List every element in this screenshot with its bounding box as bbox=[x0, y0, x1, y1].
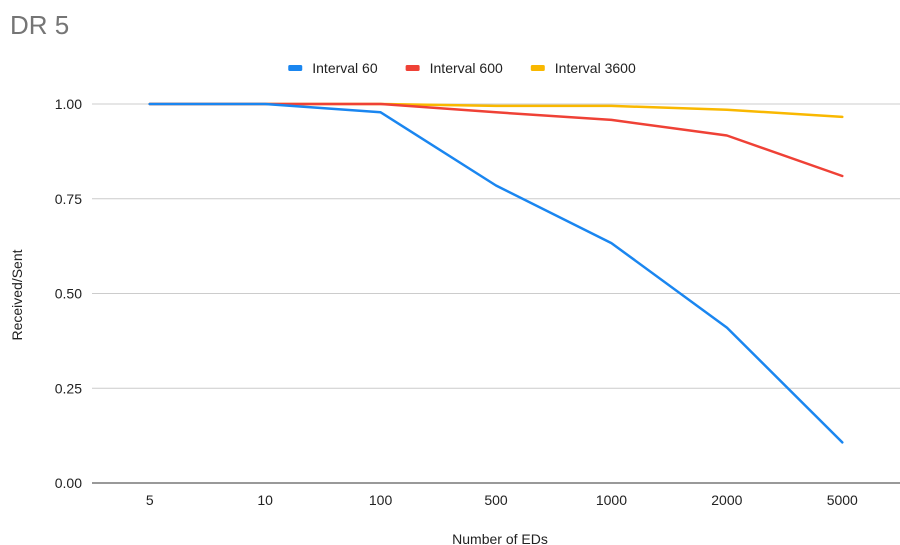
axes: 0.00 0.25 0.50 0.75 1.00 5 10 100 500 1000 2000 500… bbox=[55, 96, 900, 508]
x-axis-title: Number of EDs bbox=[452, 531, 548, 545]
y-tick-label: 1.00 bbox=[55, 96, 82, 112]
legend-swatch bbox=[530, 65, 545, 71]
legend-item: Interval 60 bbox=[288, 60, 378, 76]
legend-label: Interval 3600 bbox=[555, 60, 636, 76]
legend-item: Interval 600 bbox=[405, 60, 503, 76]
y-tick-label: 0.50 bbox=[55, 286, 82, 302]
series-line-0 bbox=[148, 102, 844, 444]
x-tick-label: 100 bbox=[369, 492, 393, 508]
legend-swatch bbox=[405, 65, 420, 71]
legend-label: Interval 60 bbox=[312, 60, 378, 76]
series-lines bbox=[148, 102, 844, 444]
y-tick-label: 0.25 bbox=[55, 380, 82, 396]
x-tick-label: 1000 bbox=[596, 492, 627, 508]
y-axis-title: Received/Sent bbox=[9, 249, 25, 340]
legend-item: Interval 3600 bbox=[530, 60, 636, 76]
x-tick-label: 5000 bbox=[827, 492, 858, 508]
legend-swatch bbox=[288, 65, 303, 71]
series-line-2 bbox=[148, 102, 844, 119]
chart-title: DR 5 bbox=[10, 10, 70, 40]
y-tick-label: 0.75 bbox=[55, 191, 82, 207]
x-tick-label: 5 bbox=[146, 492, 154, 508]
gridlines bbox=[92, 103, 900, 389]
x-tick-label: 500 bbox=[484, 492, 508, 508]
legend: Interval 60 Interval 600 Interval 3600 bbox=[288, 60, 636, 76]
legend-label: Interval 600 bbox=[430, 60, 503, 76]
x-tick-label: 2000 bbox=[711, 492, 742, 508]
series-line-1 bbox=[148, 102, 844, 178]
x-tick-label: 10 bbox=[257, 492, 273, 508]
y-tick-label: 0.00 bbox=[55, 475, 82, 491]
